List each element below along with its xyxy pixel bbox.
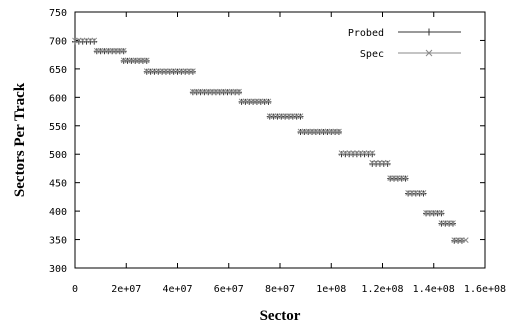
spec-point <box>143 57 150 64</box>
legend-label-spec: Spec <box>360 49 384 60</box>
x-tick-label: 0 <box>72 284 78 295</box>
spec-point <box>91 37 98 44</box>
x-tick-label: 4e+07 <box>162 284 192 295</box>
y-tick-label: 350 <box>49 236 67 247</box>
legend-marker-spec <box>425 49 433 57</box>
spec-point <box>336 128 342 135</box>
spec-point <box>369 150 376 156</box>
y-tick-label: 450 <box>49 179 67 190</box>
y-tick-label: 650 <box>49 65 67 76</box>
legend-label-probed: Probed <box>348 28 384 39</box>
series-probed <box>72 38 465 244</box>
spec-point <box>120 47 127 54</box>
y-axis-title: Sectors Per Track <box>12 82 28 197</box>
spec-point <box>297 113 304 119</box>
spec-point <box>236 88 242 95</box>
x-axis-title: Sector <box>260 308 301 324</box>
data-marks <box>72 37 469 244</box>
y-tick-label: 400 <box>49 207 67 218</box>
x-tick-label: 8e+07 <box>265 284 295 295</box>
y-tick-label: 500 <box>49 150 67 161</box>
y-tick-label: 300 <box>49 264 67 275</box>
x-tick-label: 6e+07 <box>214 284 244 295</box>
plot-frame <box>74 11 486 269</box>
x-tick-label: 1.6e+08 <box>464 284 506 295</box>
spec-point <box>190 68 196 75</box>
spec-point <box>384 159 391 166</box>
spec-point <box>420 190 427 196</box>
legend: Probed Spec <box>348 28 461 60</box>
y-tick-label: 600 <box>49 93 67 104</box>
spec-point <box>265 98 272 105</box>
spec-point <box>438 209 445 216</box>
legend-marker-probed <box>425 28 433 36</box>
spec-point <box>462 237 469 243</box>
spec-point <box>402 175 409 181</box>
y-tick-label: 550 <box>49 122 67 133</box>
spec-point <box>450 220 456 226</box>
x-tick-label: 1e+08 <box>316 284 346 295</box>
x-tick-label: 1.2e+08 <box>361 284 403 295</box>
x-axis-ticks: 0 2e+07 4e+07 6e+07 8e+07 1e+08 1.2e+08 1.4e+08… <box>72 12 506 295</box>
x-tick-label: 2e+07 <box>111 284 141 295</box>
series-spec <box>72 37 469 243</box>
x-tick-label: 1.4e+08 <box>413 284 455 295</box>
y-tick-label: 750 <box>49 8 67 19</box>
y-tick-label: 700 <box>49 36 67 47</box>
y-axis-ticks: 300 350 400 450 500 550 600 650 700 750 <box>49 8 485 275</box>
